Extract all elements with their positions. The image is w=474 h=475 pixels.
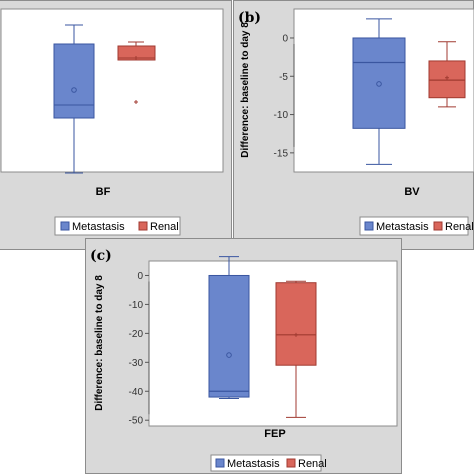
y-tick-label: -5 — [279, 72, 288, 83]
box-metastasis — [53, 24, 95, 174]
box-renal — [428, 41, 466, 108]
legend-swatch-renal — [286, 458, 296, 468]
y-tick-label: 0 — [137, 271, 143, 282]
boxes — [53, 24, 156, 174]
legend-swatch-metastasis — [364, 221, 374, 231]
y-axis: 0 -10 -20 -30 -40 -50 — [129, 271, 150, 427]
legend: Metastasis Renal — [210, 454, 327, 472]
x-category-label: BF — [96, 186, 111, 198]
legend-swatch-metastasis — [215, 458, 225, 468]
y-axis: 0 -5 -10 -15 — [274, 33, 295, 159]
box-iqr — [352, 37, 406, 129]
y-tick-label: -30 — [129, 358, 144, 369]
box-metastasis — [352, 18, 406, 165]
y-tick-label: -40 — [129, 387, 144, 398]
panel-label: (b) — [238, 10, 261, 26]
panel-b: (b) Difference: baseline to day 8 0 -5 -10… — [233, 0, 474, 250]
legend-swatch-renal — [433, 221, 443, 231]
legend-label-renal: Renal — [298, 458, 327, 470]
box-iqr — [53, 43, 95, 119]
plot-area — [148, 260, 398, 427]
legend-label-metastasis: Metastasis — [72, 221, 125, 233]
plot-area — [0, 8, 224, 173]
chart-bv: (b) Difference: baseline to day 8 0 -5 -10… — [238, 8, 474, 236]
y-tick-label: 0 — [282, 33, 288, 44]
legend-label-renal: Renal — [150, 221, 179, 233]
y-tick-label: -10 — [274, 110, 289, 121]
y-tick-label: -15 — [274, 148, 289, 159]
panel-label: (c) — [90, 248, 112, 264]
y-tick-label: -20 — [129, 329, 144, 340]
mean-marker — [134, 56, 138, 60]
chart-bf: BF Metastasis Renal — [0, 8, 224, 236]
x-category-label: BV — [404, 186, 420, 198]
box-renal — [117, 41, 156, 104]
box-metastasis — [208, 256, 250, 399]
legend: Metastasis Renal — [54, 216, 181, 236]
y-axis-label: Difference: baseline to day 8 — [94, 275, 105, 411]
mean-marker — [445, 75, 449, 80]
box-renal — [275, 280, 317, 418]
panel-c: (c) Difference: baseline to day 8 0 -10 -2… — [85, 238, 402, 474]
mean-marker — [226, 352, 232, 358]
boxes — [352, 18, 466, 165]
outlier-marker — [134, 100, 138, 104]
box-iqr — [275, 282, 317, 366]
y-axis-label: Difference: baseline to day 8 — [240, 22, 251, 158]
legend-label-renal: Renal — [445, 221, 474, 233]
y-tick-label: -50 — [129, 416, 144, 427]
legend-swatch-renal — [138, 221, 148, 231]
x-category-label: FEP — [264, 428, 285, 440]
chart-fep: (c) Difference: baseline to day 8 0 -10 -2… — [90, 248, 398, 472]
legend-label-metastasis: Metastasis — [227, 458, 280, 470]
mean-marker — [294, 332, 298, 337]
legend-swatch-metastasis — [60, 221, 70, 231]
y-tick-label: -10 — [129, 300, 144, 311]
legend-label-metastasis: Metastasis — [376, 221, 429, 233]
box-iqr — [208, 274, 250, 398]
legend: Metastasis Renal — [359, 216, 474, 236]
mean-marker — [71, 87, 77, 93]
panel-a: BF Metastasis Renal — [0, 0, 232, 250]
boxes — [208, 256, 317, 418]
mean-marker — [376, 81, 382, 87]
